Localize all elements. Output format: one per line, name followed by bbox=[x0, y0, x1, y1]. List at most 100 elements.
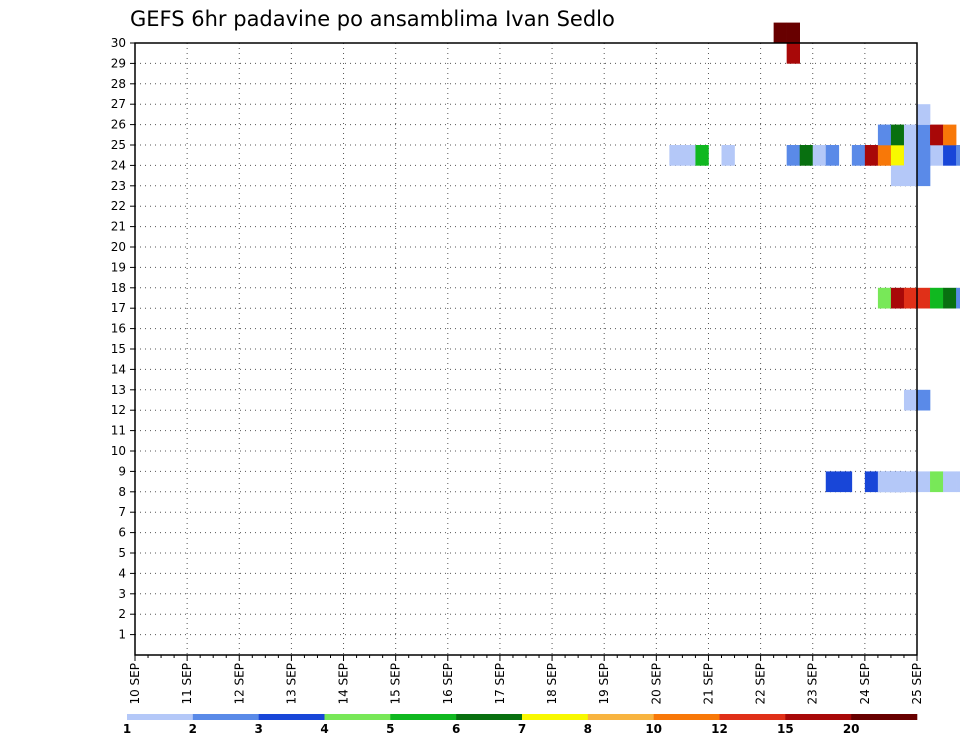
y-tick-label: 8 bbox=[118, 485, 126, 499]
heatmap-cell bbox=[825, 145, 840, 166]
heatmap-cell bbox=[721, 145, 735, 166]
y-tick-label: 30 bbox=[111, 36, 126, 50]
heatmap-cell bbox=[786, 145, 800, 166]
x-tick-label: 12 SEP bbox=[232, 663, 246, 705]
x-tick-label: 24 SEP bbox=[858, 663, 872, 705]
colorbar-swatch bbox=[127, 714, 194, 720]
y-tick-label: 18 bbox=[111, 281, 126, 295]
heatmap-cell bbox=[956, 471, 960, 493]
heatmap-cell bbox=[812, 145, 827, 166]
heatmap-cell bbox=[943, 124, 957, 146]
heatmap-cell bbox=[890, 471, 905, 493]
heatmap-cell bbox=[864, 471, 879, 493]
heatmap-cell bbox=[682, 145, 696, 166]
y-tick-label: 3 bbox=[118, 587, 126, 601]
x-tick-label: 11 SEP bbox=[180, 663, 194, 705]
x-tick-label: 25 SEP bbox=[910, 663, 924, 705]
x-tick-label: 21 SEP bbox=[701, 663, 715, 705]
heatmap-cell bbox=[890, 124, 905, 146]
y-tick-label: 19 bbox=[111, 260, 126, 274]
y-tick-label: 2 bbox=[118, 607, 126, 621]
y-tick-label: 15 bbox=[111, 342, 126, 356]
heatmap-cell bbox=[903, 471, 918, 493]
heatmap-cell bbox=[917, 471, 931, 493]
heatmap-cell bbox=[877, 145, 892, 166]
y-tick-label: 28 bbox=[111, 77, 126, 91]
colorbar-label: 6 bbox=[452, 722, 460, 736]
x-tick-label: 23 SEP bbox=[806, 663, 820, 705]
y-tick-label: 17 bbox=[111, 301, 126, 315]
heatmap-cell bbox=[943, 145, 957, 166]
heatmap-cell bbox=[851, 145, 866, 166]
colorbar-swatch bbox=[258, 714, 325, 720]
y-tick-label: 13 bbox=[111, 383, 126, 397]
colorbar-label: 2 bbox=[189, 722, 197, 736]
colorbar-swatch bbox=[324, 714, 391, 720]
colorbar-label: 7 bbox=[518, 722, 526, 736]
heatmap-cell bbox=[877, 471, 892, 493]
y-tick-label: 4 bbox=[118, 566, 126, 580]
colorbar-swatch bbox=[719, 714, 786, 720]
colorbar-label: 3 bbox=[254, 722, 262, 736]
heatmap-cell bbox=[930, 145, 944, 166]
y-tick-label: 11 bbox=[111, 424, 126, 438]
heatmap-cell bbox=[917, 165, 931, 187]
colorbar-label: 10 bbox=[645, 722, 662, 736]
heatmap-cell bbox=[890, 287, 905, 309]
heatmap-cell bbox=[786, 43, 800, 64]
colorbar-label: 5 bbox=[386, 722, 394, 736]
heatmap-cell bbox=[890, 145, 905, 166]
heatmap-cell bbox=[956, 145, 960, 166]
grid-layer bbox=[135, 43, 917, 655]
y-tick-label: 10 bbox=[111, 444, 126, 458]
colorbar: 1 2 3 4 5 6 7 8 10 12 15 20 bbox=[123, 714, 918, 736]
chart-title: GEFS 6hr padavine po ansamblima Ivan Sed… bbox=[130, 7, 615, 31]
y-tick-label: 22 bbox=[111, 199, 126, 213]
colorbar-swatch bbox=[587, 714, 654, 720]
x-tick-label: 20 SEP bbox=[649, 663, 663, 705]
y-tick-label: 29 bbox=[111, 56, 126, 70]
heatmap-cell bbox=[695, 145, 709, 166]
heatmap-cell bbox=[903, 145, 918, 166]
colorbar-label: 8 bbox=[584, 722, 592, 736]
y-tick-label: 6 bbox=[118, 526, 126, 540]
colorbar-swatch bbox=[192, 714, 259, 720]
heatmap-cell bbox=[877, 124, 892, 146]
x-tick-label: 16 SEP bbox=[441, 663, 455, 705]
heatmap-cell bbox=[903, 389, 918, 411]
heatmap-cell bbox=[917, 287, 931, 309]
cells-layer bbox=[669, 22, 960, 493]
y-tick-label: 5 bbox=[118, 546, 126, 560]
x-tick-label: 17 SEP bbox=[493, 663, 507, 705]
x-tick-label: 14 SEP bbox=[337, 663, 351, 705]
heatmap-cell bbox=[943, 471, 957, 493]
heatmap-cell bbox=[956, 287, 960, 309]
heatmap-cell bbox=[903, 287, 918, 309]
x-tick-label: 15 SEP bbox=[389, 663, 403, 705]
heatmap-cell bbox=[943, 287, 957, 309]
x-tick-label: 22 SEP bbox=[754, 663, 768, 705]
heatmap-cell bbox=[838, 471, 853, 493]
y-tick-label: 23 bbox=[111, 179, 126, 193]
heatmap-cell bbox=[930, 124, 944, 146]
heatmap-cell bbox=[799, 145, 814, 166]
colorbar-swatch bbox=[522, 714, 589, 720]
heatmap-cell bbox=[864, 145, 879, 166]
heatmap-cell bbox=[917, 389, 931, 411]
y-tick-label: 1 bbox=[118, 628, 126, 642]
y-tick-label: 12 bbox=[111, 403, 126, 417]
y-tick-label: 16 bbox=[111, 322, 126, 336]
heatmap-cell bbox=[890, 165, 905, 187]
x-tick-label: 13 SEP bbox=[284, 663, 298, 705]
x-tick-label: 10 SEP bbox=[128, 663, 142, 705]
heatmap-cell bbox=[877, 287, 892, 309]
y-tick-label: 9 bbox=[118, 464, 126, 478]
colorbar-swatch bbox=[456, 714, 523, 720]
x-tick-label: 18 SEP bbox=[545, 663, 559, 705]
heatmap-cell bbox=[903, 124, 918, 146]
colorbar-label: 20 bbox=[843, 722, 860, 736]
colorbar-swatch bbox=[785, 714, 852, 720]
colorbar-label: 12 bbox=[711, 722, 728, 736]
colorbar-swatch bbox=[653, 714, 720, 720]
